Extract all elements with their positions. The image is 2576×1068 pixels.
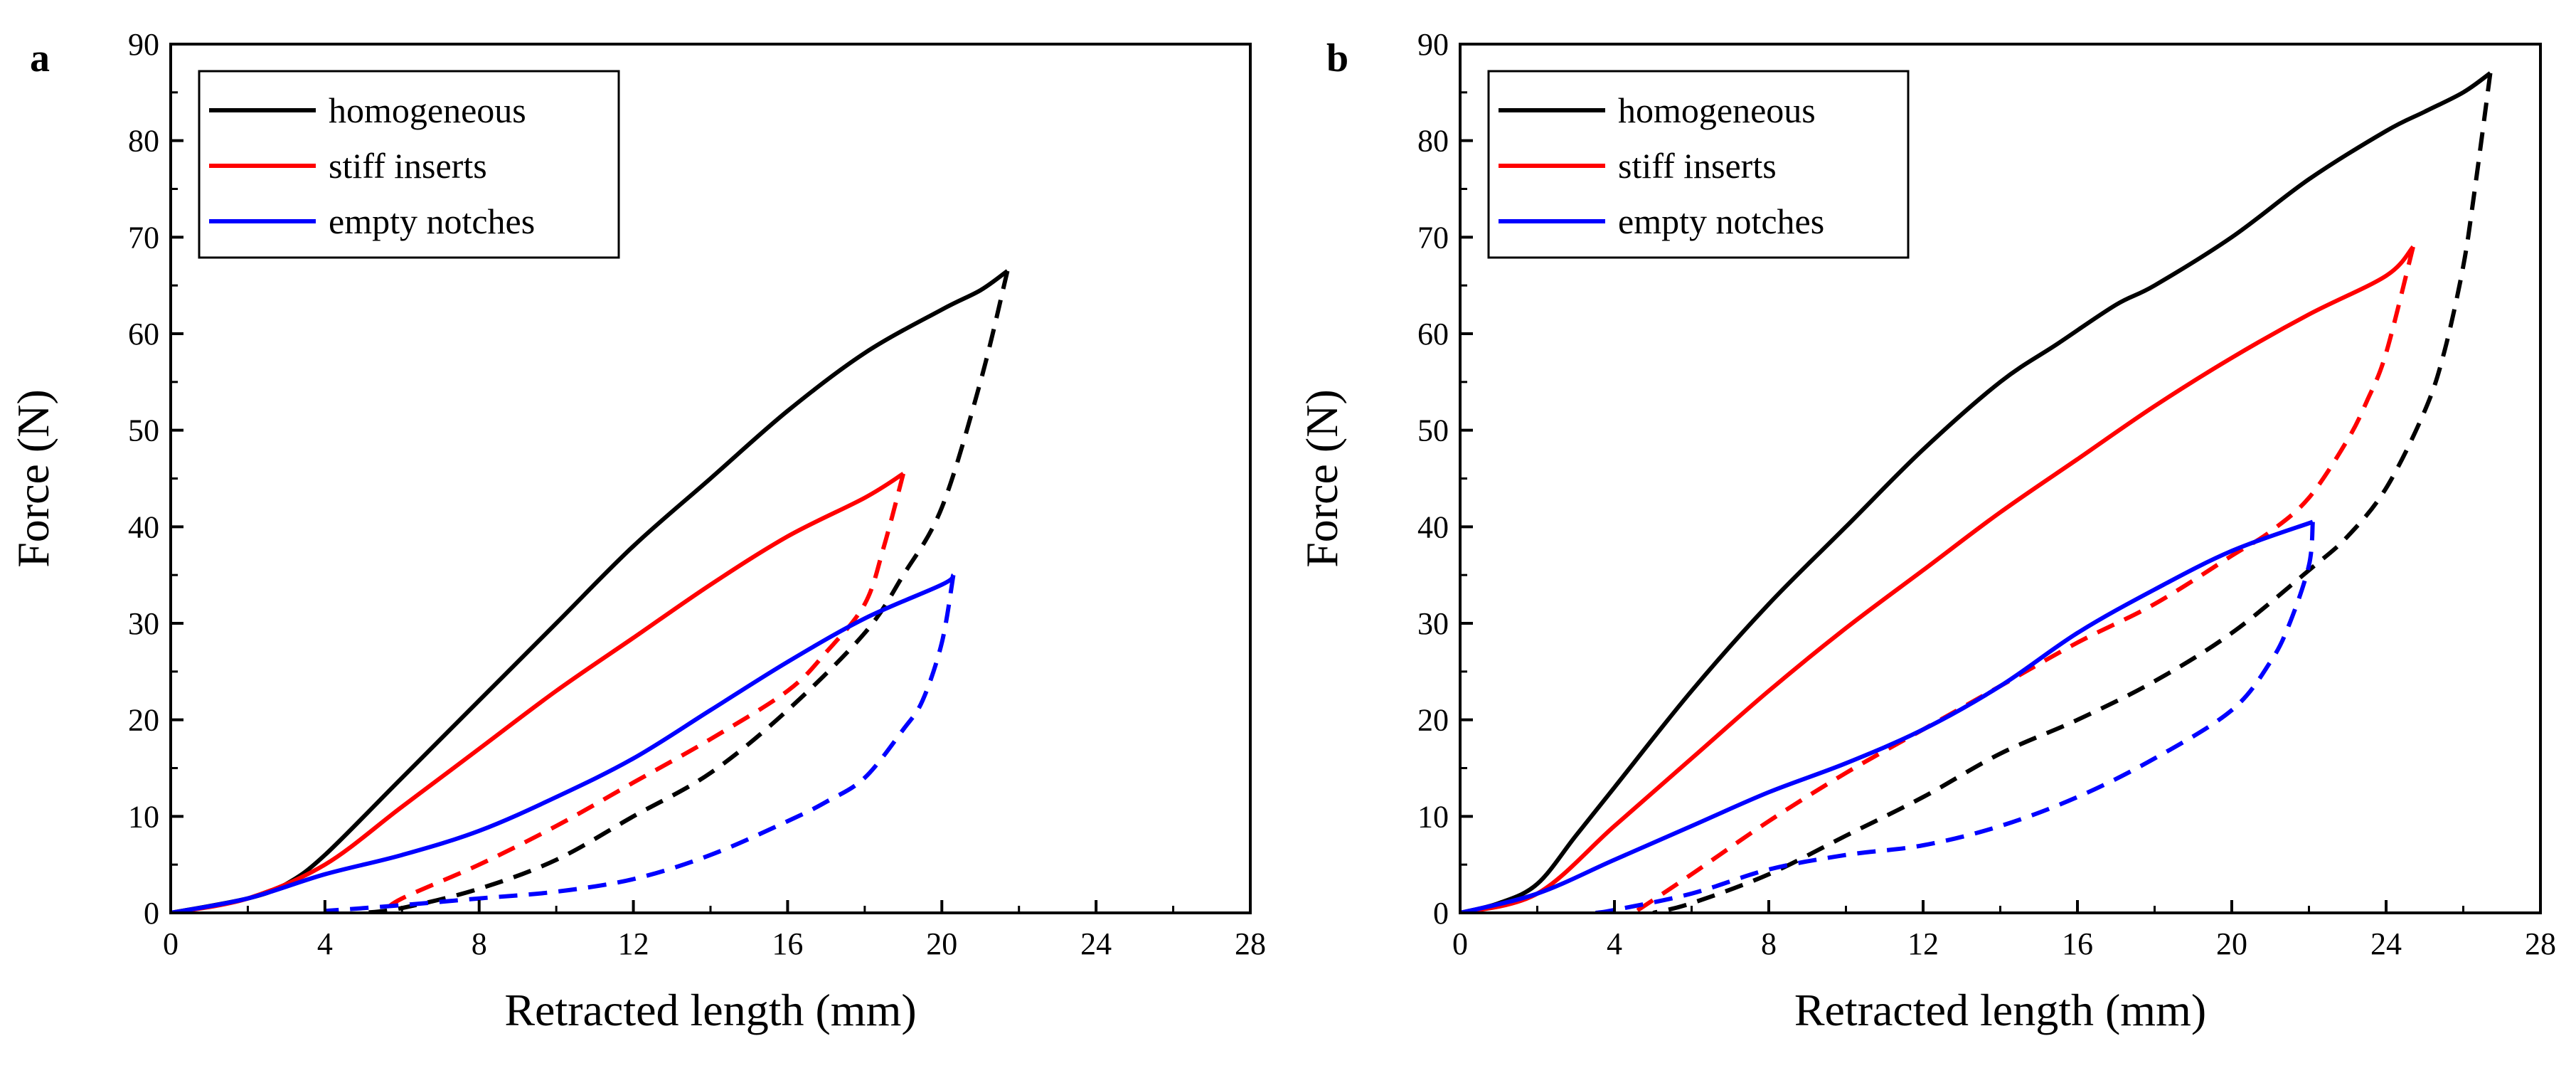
- x-tick-label: 4: [1607, 926, 1622, 961]
- y-axis-title: Force (N): [8, 389, 58, 568]
- x-tick-label: 8: [472, 926, 487, 961]
- stiff-inserts-loading-line: [1460, 245, 2415, 913]
- y-tick-label: 60: [128, 317, 159, 351]
- panel-label: a: [30, 36, 50, 80]
- homogeneous-unloading-line: [363, 270, 1010, 913]
- x-tick-label: 16: [2062, 926, 2093, 961]
- y-tick-label: 50: [1417, 413, 1449, 448]
- panel-label: b: [1326, 36, 1348, 80]
- y-tick-label: 20: [128, 703, 159, 738]
- y-tick-label: 70: [128, 220, 159, 255]
- homogeneous-loading-line: [171, 269, 1009, 913]
- stiff-inserts-unloading-line: [1632, 246, 2415, 913]
- y-tick-label: 80: [1417, 124, 1449, 159]
- y-tick-label: 50: [128, 413, 159, 448]
- y-tick-label: 10: [1417, 799, 1449, 834]
- y-tick-label: 30: [1417, 606, 1449, 641]
- stiff-inserts-unloading-line: [381, 472, 906, 913]
- y-tick-label: 60: [1417, 317, 1449, 351]
- legend-label-stiff-inserts: stiff inserts: [1618, 146, 1777, 186]
- y-tick-label: 30: [128, 606, 159, 641]
- x-tick-label: 8: [1761, 926, 1777, 961]
- x-axis-title: Retracted length (mm): [1794, 985, 2206, 1035]
- panel-b: b 0 4 8 12 16 20 24 28 0 10 20 30 40 50 60 70 80 90 Retract…: [1297, 27, 2556, 1035]
- homogeneous-loading-line: [1460, 71, 2492, 913]
- x-tick-label: 12: [618, 926, 649, 961]
- legend-label-homogeneous: homogeneous: [329, 90, 526, 130]
- y-axis-title: Force (N): [1297, 389, 1347, 568]
- y-tick-label: 90: [128, 27, 159, 62]
- series-group: [171, 269, 1010, 913]
- x-axis-title: Retracted length (mm): [504, 985, 916, 1035]
- x-tick-label: 4: [317, 926, 333, 961]
- legend-label-stiff-inserts: stiff inserts: [329, 146, 487, 186]
- empty-notches-loading-line: [171, 573, 955, 913]
- panel-a: a 0 4 8 12 16 20 24 28 0 10 20 30 40 50 60 70 80 90 Retract…: [8, 27, 1266, 1035]
- legend-label-homogeneous: homogeneous: [1618, 90, 1816, 130]
- empty-notches-unloading-line: [324, 574, 956, 913]
- series-group: [1460, 71, 2493, 913]
- y-tick-label: 0: [1433, 896, 1449, 931]
- x-tick-label: 16: [772, 926, 803, 961]
- y-tick-label: 70: [1417, 220, 1449, 255]
- y-tick-label: 10: [128, 799, 159, 834]
- y-tick-label: 0: [144, 896, 159, 931]
- y-tick-label: 80: [128, 124, 159, 159]
- x-tick-label: 28: [2525, 926, 2556, 961]
- empty-notches-unloading-line: [1595, 522, 2315, 913]
- x-tick-label: 12: [1907, 926, 1939, 961]
- x-tick-label: 0: [1452, 926, 1468, 961]
- x-tick-label: 24: [2370, 926, 2402, 961]
- stiff-inserts-loading-line: [171, 472, 905, 913]
- y-tick-label: 40: [1417, 509, 1449, 544]
- x-tick-label: 20: [926, 926, 957, 961]
- legend: homogeneous stiff inserts empty notches: [1487, 70, 1910, 259]
- empty-notches-loading-line: [1460, 519, 2314, 913]
- homogeneous-unloading-line: [1652, 73, 2493, 913]
- legend-label-empty-notches: empty notches: [329, 201, 535, 241]
- y-tick-label: 20: [1417, 703, 1449, 738]
- y-tick-label: 90: [1417, 27, 1449, 62]
- x-tick-label: 0: [163, 926, 179, 961]
- x-tick-label: 20: [2216, 926, 2247, 961]
- legend-label-empty-notches: empty notches: [1618, 201, 1824, 241]
- y-tick-label: 40: [128, 509, 159, 544]
- x-tick-label: 28: [1235, 926, 1266, 961]
- legend: homogeneous stiff inserts empty notches: [198, 70, 620, 259]
- x-tick-label: 24: [1080, 926, 1112, 961]
